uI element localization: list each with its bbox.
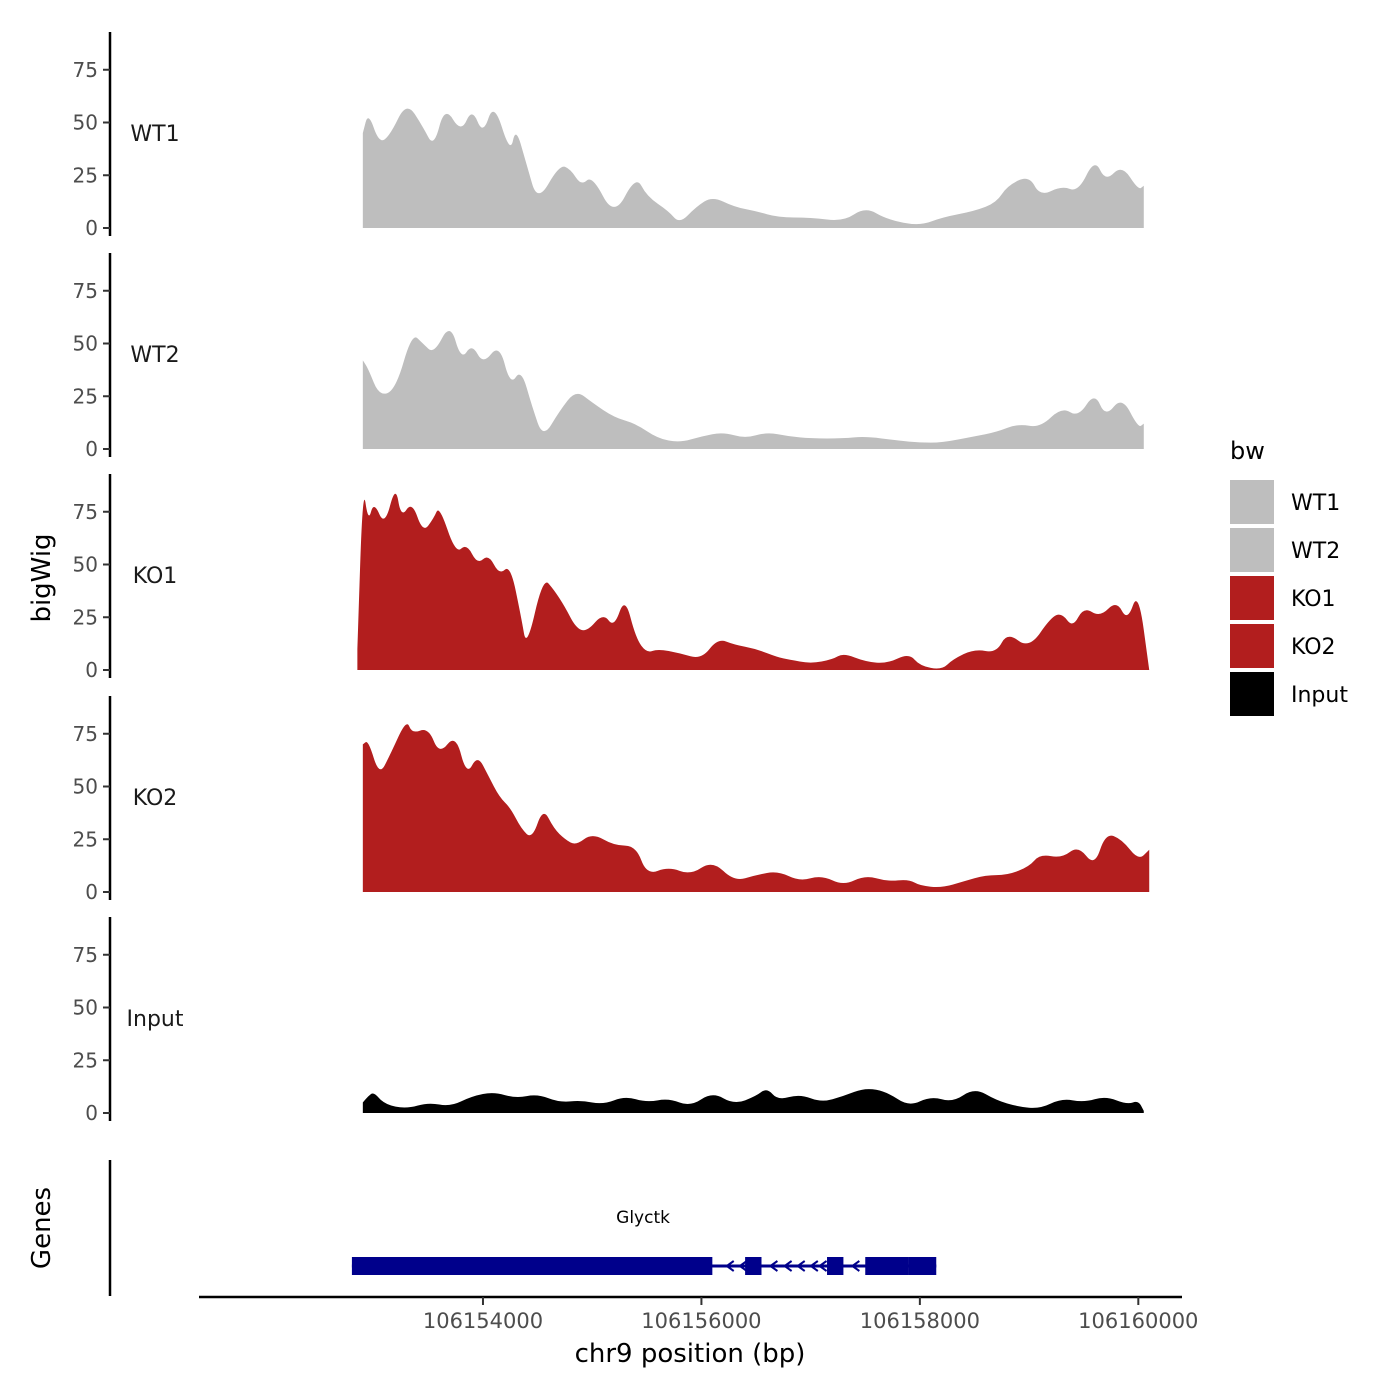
- x-axis: 106154000 106156000 106158000 106160000: [199, 1295, 1198, 1333]
- legend-key-wt2: [1230, 528, 1274, 572]
- strand-arrow: [817, 1260, 828, 1272]
- strand-arrow: [796, 1260, 806, 1272]
- y-tick-label: 25: [73, 827, 98, 851]
- legend-key-wt1: [1230, 480, 1274, 524]
- y-tick-label: 75: [73, 58, 98, 82]
- legend-label: KO2: [1291, 635, 1336, 660]
- legend-title: bw: [1230, 437, 1265, 465]
- strand-arrow: [725, 1260, 735, 1272]
- y-tick-label: 75: [73, 943, 98, 967]
- y-tick-label: 0: [85, 1101, 98, 1125]
- y-tick-label: 50: [73, 775, 98, 799]
- legend-label: Input: [1291, 683, 1348, 708]
- y-tick-label: 25: [73, 163, 98, 187]
- track-panel-wt2: 0 25 50 75 WT2: [73, 253, 1144, 461]
- y-tick-label: 0: [85, 880, 98, 904]
- y-tick-label: 75: [73, 722, 98, 746]
- genes-axis-title: Genes: [27, 1187, 57, 1269]
- track-label: WT1: [130, 122, 179, 147]
- y-tick-label: 50: [73, 996, 98, 1020]
- y-tick-label: 75: [73, 279, 98, 303]
- gene-exon: [745, 1257, 762, 1275]
- coverage-area-wt1: [362, 108, 1144, 228]
- gene-exon: [865, 1257, 909, 1275]
- y-tick-label: 50: [73, 553, 98, 577]
- coverage-area-wt2: [362, 331, 1144, 449]
- y-axis-title: bigWig: [27, 533, 57, 622]
- track-label: KO2: [133, 786, 178, 811]
- x-tick-label: 106160000: [1078, 1309, 1198, 1333]
- strand-arrow: [850, 1260, 860, 1272]
- strand-arrow: [738, 1260, 748, 1272]
- y-tick-label: 0: [85, 216, 98, 240]
- track-panel-wt1: 0 25 50 75 WT1: [73, 32, 1144, 240]
- strand-arrow: [768, 1260, 778, 1272]
- legend-label: WT1: [1291, 491, 1340, 516]
- track-panel-ko2: 0 25 50 75 KO2: [73, 696, 1150, 904]
- track-label: Input: [127, 1007, 184, 1032]
- y-tick-label: 25: [73, 605, 98, 629]
- gene-exon: [827, 1257, 844, 1275]
- strand-arrow: [782, 1260, 793, 1272]
- strand-arrow: [809, 1260, 819, 1272]
- y-tick-label: 25: [73, 1048, 98, 1072]
- legend: bw WT1 WT2 KO1 KO2 Input: [1230, 437, 1348, 716]
- legend-key-input: [1230, 672, 1274, 716]
- y-tick-label: 25: [73, 384, 98, 408]
- y-tick-label: 75: [73, 500, 98, 524]
- gene-name: Glyctk: [616, 1208, 670, 1228]
- coverage-area-ko1: [357, 493, 1150, 670]
- x-tick-label: 106156000: [641, 1309, 761, 1333]
- track-panels: 0 25 50 75 WT1 0 25 50 75 WT2 0 25 50 75 KO1 0 25 50 75 KO2…: [73, 32, 1150, 1125]
- x-tick-label: 106158000: [860, 1309, 980, 1333]
- coverage-area-input: [362, 1089, 1144, 1113]
- y-tick-label: 50: [73, 332, 98, 356]
- track-label: KO1: [133, 564, 178, 589]
- y-tick-label: 50: [73, 111, 98, 135]
- track-label: WT2: [130, 343, 179, 368]
- legend-label: WT2: [1291, 539, 1340, 564]
- legend-key-ko2: [1230, 624, 1274, 668]
- y-tick-label: 0: [85, 658, 98, 682]
- genes-panel: Glyctk: [108, 1160, 937, 1296]
- y-tick-label: 0: [85, 437, 98, 461]
- x-axis-title: chr9 position (bp): [575, 1339, 806, 1369]
- gene-exon: [908, 1257, 937, 1275]
- track-panel-ko1: 0 25 50 75 KO1: [73, 474, 1150, 682]
- x-tick-label: 106154000: [423, 1309, 543, 1333]
- legend-label: KO1: [1291, 587, 1336, 612]
- legend-key-ko1: [1230, 576, 1274, 620]
- track-panel-input: 0 25 50 75 Input: [73, 917, 1144, 1125]
- gene-exon: [351, 1257, 713, 1275]
- coverage-area-ko2: [362, 724, 1150, 892]
